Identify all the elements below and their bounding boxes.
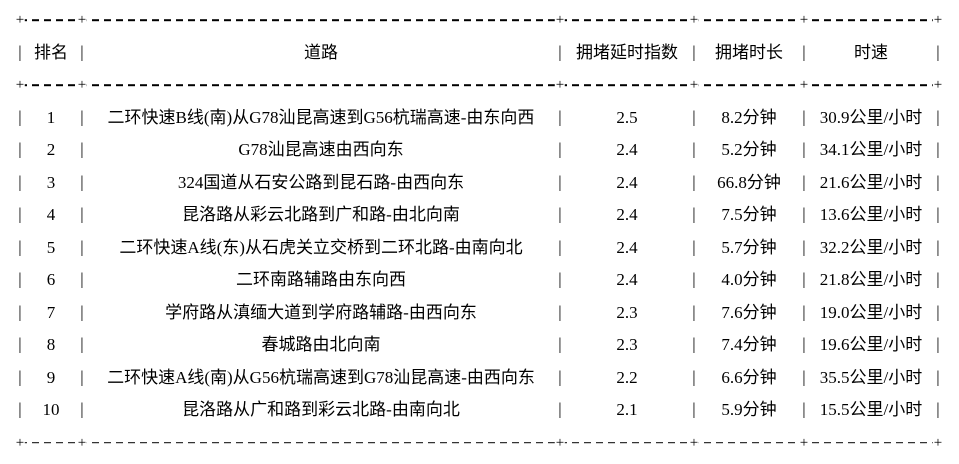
cell-index: 2.5 (616, 107, 638, 127)
cell-speed: 19.0公里/小时 (819, 302, 923, 322)
cell-speed: 15.5公里/小时 (819, 400, 923, 419)
cell-road: 昆洛路从广和路到彩云北路-由南向北 (182, 400, 460, 419)
border-cross: + (688, 434, 700, 451)
cell-rank: 4 (46, 205, 56, 224)
cell-duration: 6.6分钟 (721, 367, 777, 387)
cell-rank: 2 (46, 140, 56, 159)
cell-rank: 7 (46, 302, 56, 322)
cell-duration: 7.5分钟 (721, 205, 777, 224)
horizontal-rule (20, 84, 938, 87)
cell-rank: 6 (46, 270, 56, 289)
cell-speed: 32.2公里/小时 (819, 237, 923, 257)
cell-duration: 8.2分钟 (721, 107, 777, 127)
cell-speed: 21.6公里/小时 (819, 172, 923, 192)
cell-rank: 5 (46, 237, 56, 257)
cell-road: G78汕昆高速由西向东 (238, 140, 404, 159)
cell-speed: 34.1公里/小时 (819, 140, 923, 159)
cell-index: 2.2 (616, 367, 638, 387)
border-cross: + (554, 12, 566, 29)
cell-rank: 3 (46, 172, 56, 192)
cell-road: 学府路从滇缅大道到学府路辅路-由西向东 (165, 302, 477, 322)
cell-road: 二环快速B线(南)从G78汕昆高速到G56杭瑞高速-由东向西 (107, 107, 535, 127)
table-border-top: + + + + + + (14, 4, 944, 37)
cell-rank: 9 (46, 367, 56, 387)
table-row: 8 春城路由北向南 2.3 7.4分钟 19.6公里/小时 | | | | | | (18, 329, 939, 362)
cell-speed: 13.6公里/小时 (819, 205, 923, 224)
horizontal-rule (20, 19, 938, 22)
horizontal-rule (20, 441, 938, 444)
table-row: 5 二环快速A线(东)从石虎关立交桥到二环北路-由南向北 2.4 5.7分钟 32.2公… (18, 232, 939, 265)
cell-duration: 7.6分钟 (721, 302, 777, 322)
cell-index: 2.3 (616, 302, 638, 322)
cell-index: 2.4 (616, 205, 638, 224)
border-cross: + (76, 77, 88, 94)
congestion-ranking-table: + + + + + + 排名 道路 拥堵延时指数 拥堵时长 时速 | | | | | | + + + + +… (14, 4, 944, 460)
column-header-road: 道路 (304, 42, 338, 62)
table-row: 10 昆洛路从广和路到彩云北路-由南向北 2.1 5.9分钟 15.5公里/小时 | | | |… (18, 394, 939, 427)
border-cross: + (932, 77, 944, 94)
table-row: 9 二环快速A线(南)从G56杭瑞高速到G78汕昆高速-由西向东 2.2 6.6分钟 3… (18, 362, 939, 395)
column-header-rank: 排名 (34, 42, 68, 62)
column-header-index: 拥堵延时指数 (576, 42, 678, 62)
table-row: 2 G78汕昆高速由西向东 2.4 5.2分钟 34.1公里/小时 | | | | | | (18, 134, 939, 167)
border-cross: + (14, 12, 26, 29)
border-cross: + (14, 77, 26, 94)
table-body: 1 二环快速B线(南)从G78汕昆高速到G56杭瑞高速-由东向西 2.5 8.2分钟 3… (18, 102, 939, 427)
cell-road: 二环快速A线(东)从石虎关立交桥到二环北路-由南向北 (119, 237, 523, 257)
cell-index: 2.4 (616, 140, 638, 159)
cell-road: 二环快速A线(南)从G56杭瑞高速到G78汕昆高速-由西向东 (107, 367, 535, 387)
cell-index: 2.4 (616, 172, 638, 192)
cell-speed: 21.8公里/小时 (819, 270, 923, 289)
cell-speed: 19.6公里/小时 (819, 335, 923, 354)
border-cross: + (932, 434, 944, 451)
border-cross: + (14, 434, 26, 451)
column-header-speed: 时速 (854, 42, 888, 62)
table-row: 7 学府路从滇缅大道到学府路辅路-由西向东 2.3 7.6分钟 19.0公里/小时 | | |… (18, 297, 939, 330)
cell-speed: 35.5公里/小时 (819, 367, 923, 387)
border-cross: + (688, 12, 700, 29)
cell-duration: 5.9分钟 (721, 400, 777, 419)
cell-road: 春城路由北向南 (261, 335, 381, 354)
table-row: 1 二环快速B线(南)从G78汕昆高速到G56杭瑞高速-由东向西 2.5 8.2分钟 3… (18, 102, 939, 135)
cell-rank: 8 (46, 335, 56, 354)
column-header-duration: 拥堵时长 (715, 42, 783, 62)
cell-road: 二环南路辅路由东向西 (236, 270, 406, 289)
cell-duration: 66.8分钟 (717, 172, 781, 192)
table-header-separator: + + + + + + (14, 69, 944, 102)
table-header-row: 排名 道路 拥堵延时指数 拥堵时长 时速 | | | | | | (18, 37, 939, 70)
border-cross: + (688, 77, 700, 94)
cell-rank: 1 (46, 107, 56, 127)
table-row: 4 昆洛路从彩云北路到广和路-由北向南 2.4 7.5分钟 13.6公里/小时 | | | | |… (18, 199, 939, 232)
table-border-bottom: + + + + + + (14, 427, 944, 460)
border-cross: + (798, 434, 810, 451)
border-cross: + (798, 77, 810, 94)
table-row: 3 324国道从石安公路到昆石路-由西向东 2.4 66.8分钟 21.6公里/小时 | |… (18, 167, 939, 200)
border-cross: + (798, 12, 810, 29)
border-cross: + (76, 12, 88, 29)
cell-speed: 30.9公里/小时 (819, 107, 923, 127)
cell-rank: 10 (42, 400, 60, 419)
table-row: 6 二环南路辅路由东向西 2.4 4.0分钟 21.8公里/小时 | | | | | | (18, 264, 939, 297)
cell-duration: 7.4分钟 (721, 335, 777, 354)
cell-index: 2.3 (616, 335, 638, 354)
cell-index: 2.1 (616, 400, 638, 419)
cell-road: 324国道从石安公路到昆石路-由西向东 (177, 172, 465, 192)
cell-index: 2.4 (616, 237, 638, 257)
cell-duration: 5.7分钟 (721, 237, 777, 257)
border-cross: + (554, 434, 566, 451)
cell-duration: 5.2分钟 (721, 140, 777, 159)
border-cross: + (554, 77, 566, 94)
cell-duration: 4.0分钟 (721, 270, 777, 289)
cell-road: 昆洛路从彩云北路到广和路-由北向南 (182, 205, 460, 224)
border-cross: + (76, 434, 88, 451)
cell-index: 2.4 (616, 270, 638, 289)
border-cross: + (932, 12, 944, 29)
